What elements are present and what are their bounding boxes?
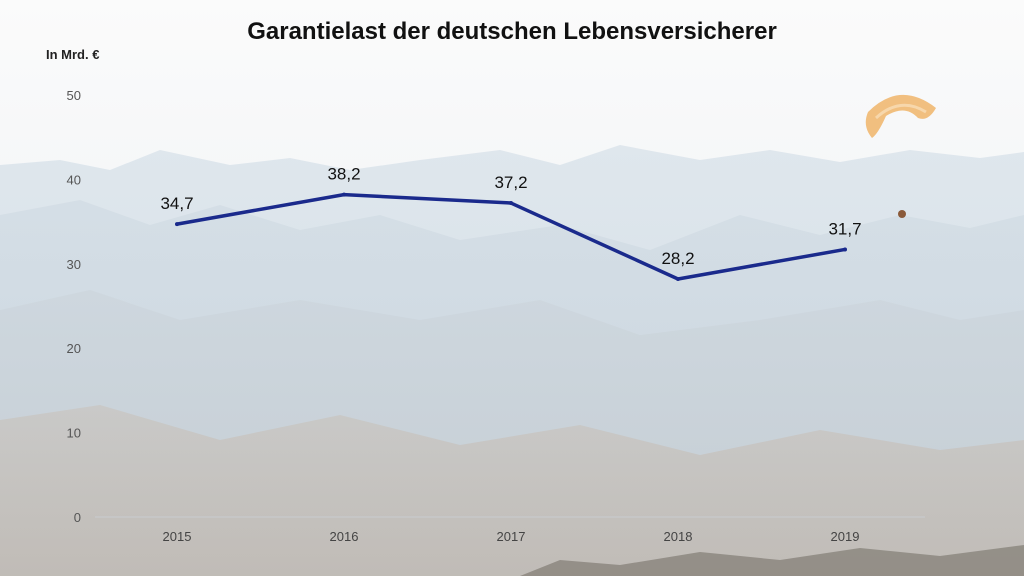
x-tick-label: 2016 bbox=[330, 529, 359, 544]
data-point bbox=[175, 222, 179, 227]
data-point bbox=[843, 247, 847, 252]
x-tick-label: 2018 bbox=[664, 529, 693, 544]
y-tick-label: 10 bbox=[67, 426, 81, 441]
y-axis-unit-label: In Mrd. € bbox=[46, 47, 100, 62]
data-point bbox=[342, 192, 346, 197]
data-label: 34,7 bbox=[160, 194, 193, 213]
y-tick-label: 0 bbox=[74, 510, 81, 525]
series-line bbox=[175, 192, 847, 281]
data-label: 31,7 bbox=[828, 219, 861, 238]
x-tick-label: 2019 bbox=[831, 529, 860, 544]
data-labels: 34,7 38,2 37,2 28,2 31,7 bbox=[160, 165, 861, 268]
y-tick-label: 20 bbox=[67, 341, 81, 356]
y-axis-ticks: 0 10 20 30 40 50 bbox=[67, 88, 81, 525]
x-axis-ticks: 2015 2016 2017 2018 2019 bbox=[163, 529, 860, 544]
y-tick-label: 30 bbox=[67, 257, 81, 272]
data-label: 38,2 bbox=[327, 165, 360, 184]
paraglider-icon bbox=[865, 94, 936, 218]
data-points bbox=[175, 192, 847, 281]
y-tick-label: 50 bbox=[67, 88, 81, 103]
x-tick-label: 2017 bbox=[497, 529, 526, 544]
data-label: 28,2 bbox=[661, 249, 694, 268]
y-tick-label: 40 bbox=[67, 172, 81, 187]
data-point bbox=[509, 201, 513, 206]
chart-title: Garantielast der deutschen Lebensversich… bbox=[247, 18, 777, 45]
data-label: 37,2 bbox=[494, 173, 527, 192]
x-tick-label: 2015 bbox=[163, 529, 192, 544]
data-point bbox=[676, 276, 680, 281]
